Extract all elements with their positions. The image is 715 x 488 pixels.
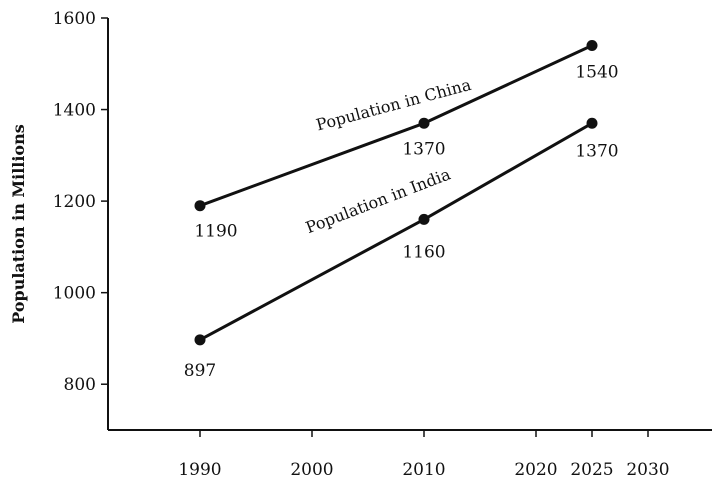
x-tick-label: 2010: [402, 460, 445, 480]
x-tick-label: 2025: [570, 460, 613, 480]
series-layer: 1190 1370 1540 Population in China 897 1160 13…: [184, 39, 619, 381]
y-tick-label: 1000: [53, 284, 96, 304]
data-label: 1160: [402, 242, 445, 262]
series-group-1: 897 1160 1370 Population in India: [184, 117, 619, 381]
data-label: 897: [184, 361, 216, 381]
x-tick-group: 1990 2000 2010 2020 2025 2030: [178, 430, 670, 480]
y-tick-label: 1200: [53, 192, 96, 212]
data-point: [418, 213, 430, 225]
x-tick-label: 2000: [290, 460, 333, 480]
y-tick-label: 800: [64, 375, 96, 395]
series-label: Population in India: [303, 164, 454, 237]
series-label: Population in China: [314, 75, 473, 135]
data-point: [418, 117, 430, 129]
series-line: [198, 121, 594, 342]
y-axis-title: Population in Millions: [9, 124, 28, 324]
data-label: 1370: [575, 141, 618, 161]
data-point: [586, 39, 598, 51]
data-point: [194, 200, 206, 212]
series-line: [198, 43, 594, 208]
y-tick-label: 1400: [53, 101, 96, 121]
series-group-0: 1190 1370 1540 Population in China: [194, 39, 619, 242]
y-tick-group: 800 1000 1200 1400 1600: [53, 9, 108, 395]
x-tick-label: 2030: [626, 460, 669, 480]
data-label: 1370: [402, 139, 445, 159]
y-tick-label: 1600: [53, 9, 96, 29]
data-point: [586, 117, 598, 129]
x-tick-label: 2020: [514, 460, 557, 480]
data-point: [194, 334, 206, 346]
data-label: 1190: [194, 222, 237, 242]
data-label: 1540: [575, 62, 618, 82]
x-tick-label: 1990: [178, 460, 221, 480]
